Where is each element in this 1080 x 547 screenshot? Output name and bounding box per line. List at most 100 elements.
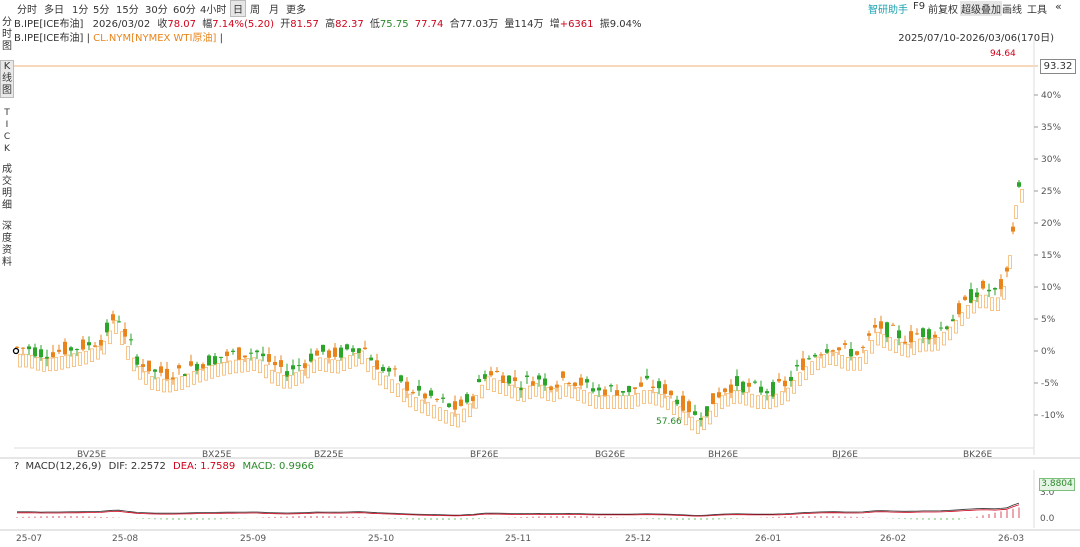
period-week[interactable]: 周 xyxy=(250,5,260,16)
candle-body xyxy=(645,375,649,379)
overlay-candle xyxy=(918,338,922,353)
overlay-candle xyxy=(72,353,76,367)
candle-body xyxy=(285,371,289,377)
dif-value: 2.2572 xyxy=(130,461,166,472)
side-tab-depth[interactable]: 深度资料 xyxy=(0,221,14,269)
overlay-candle xyxy=(234,359,238,374)
period-15min[interactable]: 15分 xyxy=(116,5,139,16)
period-5min[interactable]: 5分 xyxy=(93,5,110,16)
overlay-candle xyxy=(48,357,52,372)
overlay-candle xyxy=(996,297,1000,311)
overlay-candle xyxy=(168,378,172,393)
candle-body xyxy=(393,368,397,370)
overlay-candle xyxy=(66,354,70,369)
candle-body xyxy=(21,347,25,349)
overlay-candle xyxy=(780,391,784,405)
period-60min[interactable]: 60分 xyxy=(173,5,196,16)
side-tab-trades[interactable]: 成交明细 xyxy=(0,164,14,212)
overlay-candle xyxy=(972,299,976,314)
candle-body xyxy=(231,350,235,352)
macd-settings-icon[interactable]: ? xyxy=(14,461,20,472)
close-value: 78.07 xyxy=(167,19,197,30)
candle-body xyxy=(75,349,79,351)
candle-body xyxy=(321,344,325,352)
candle-body xyxy=(381,367,385,372)
candle-body xyxy=(651,386,655,388)
candle-body xyxy=(297,365,301,367)
candle-body xyxy=(1011,226,1015,232)
period-1min[interactable]: 1分 xyxy=(72,5,89,16)
period-month[interactable]: 月 xyxy=(269,5,279,16)
legend-overlay[interactable]: CL.NYM[NYMEX WTI原油] xyxy=(93,33,217,44)
candle-body xyxy=(87,342,91,346)
overlay-candle xyxy=(768,395,772,409)
draw-line-button[interactable]: 画线 xyxy=(1002,5,1022,16)
overlay-candle xyxy=(438,407,442,421)
oi-value: 77.03万 xyxy=(459,19,499,30)
y-tick-label: 40% xyxy=(1041,91,1061,101)
y-tick-label: 10% xyxy=(1041,283,1061,293)
period-4hour[interactable]: 4小时 xyxy=(200,5,227,16)
overlay-candle xyxy=(930,337,934,352)
candle-body xyxy=(747,382,751,387)
candle-body xyxy=(207,355,211,366)
candle-body xyxy=(531,381,535,386)
candle-body xyxy=(537,375,541,380)
overlay-candle xyxy=(498,380,502,394)
overlay-candle xyxy=(210,365,214,379)
legend-main[interactable]: B.IPE[ICE布油] xyxy=(14,33,84,44)
overlay-candle xyxy=(312,359,316,374)
overlay-candle xyxy=(408,393,412,408)
overlay-candle xyxy=(24,353,28,368)
period-30min[interactable]: 30分 xyxy=(145,5,168,16)
macd-title[interactable]: MACD(12,26,9) xyxy=(25,461,102,472)
f9-button[interactable]: F9 xyxy=(913,1,926,12)
candle-body xyxy=(927,329,931,340)
period-fenshi[interactable]: 分时 xyxy=(17,5,37,16)
overlay-candle xyxy=(402,388,406,403)
overlay-candle xyxy=(468,403,472,418)
candle-body xyxy=(27,346,31,350)
smart-assistant-button[interactable]: 智研助手 xyxy=(868,5,908,16)
candle-body xyxy=(273,361,277,366)
period-more[interactable]: 更多 xyxy=(286,5,306,16)
low-value: 75.75 xyxy=(379,19,409,30)
overlay-candle xyxy=(654,391,658,406)
overlay-candle xyxy=(18,353,22,368)
super-overlay-button[interactable]: 超级叠加 xyxy=(960,1,1002,16)
y-tick-label: -5% xyxy=(1041,379,1059,389)
side-tab-fenshi[interactable]: 分时图 xyxy=(0,17,14,53)
candle-body xyxy=(885,322,889,338)
candle-body xyxy=(999,279,1003,290)
candle-body xyxy=(495,370,499,373)
overlay-candle xyxy=(582,389,586,404)
candle-body xyxy=(555,384,559,388)
candle-body xyxy=(477,379,481,383)
candle-body xyxy=(855,351,859,355)
period-day[interactable]: 日 xyxy=(230,0,246,17)
date-axis: 25-07 25-08 25-09 25-10 25-11 25-12 26-01 26-02… xyxy=(16,534,1024,544)
candle-body xyxy=(33,347,37,357)
overlay-candle xyxy=(108,330,112,345)
candle-body xyxy=(867,333,871,336)
tools-button[interactable]: 工具 xyxy=(1027,5,1047,16)
overlay-candle xyxy=(888,337,892,351)
candle-body xyxy=(237,347,241,360)
overlay-candle xyxy=(330,359,334,373)
overlay-candle xyxy=(342,357,346,372)
overlay-candle xyxy=(378,371,382,386)
double-chevron-left-icon[interactable]: « xyxy=(1055,0,1062,13)
candle-body xyxy=(219,356,223,358)
candle-body xyxy=(933,334,937,338)
candle-body xyxy=(507,375,511,384)
contract-axis: BV25E BX25E BZ25E BF26E BG26E BH26E BJ26E BK26E xyxy=(77,450,993,460)
period-duori[interactable]: 多日 xyxy=(44,5,64,16)
candle-body xyxy=(909,331,913,343)
forward-adjust-button[interactable]: 前复权 xyxy=(928,5,958,16)
oi-label: 合 xyxy=(449,19,460,30)
candle-body xyxy=(597,387,601,391)
side-tab-kline[interactable]: K线图 xyxy=(0,60,14,98)
overlay-candle xyxy=(504,382,508,396)
side-tab-tick[interactable]: TICK xyxy=(0,107,14,155)
side-tab-label: K线图 xyxy=(2,61,12,96)
